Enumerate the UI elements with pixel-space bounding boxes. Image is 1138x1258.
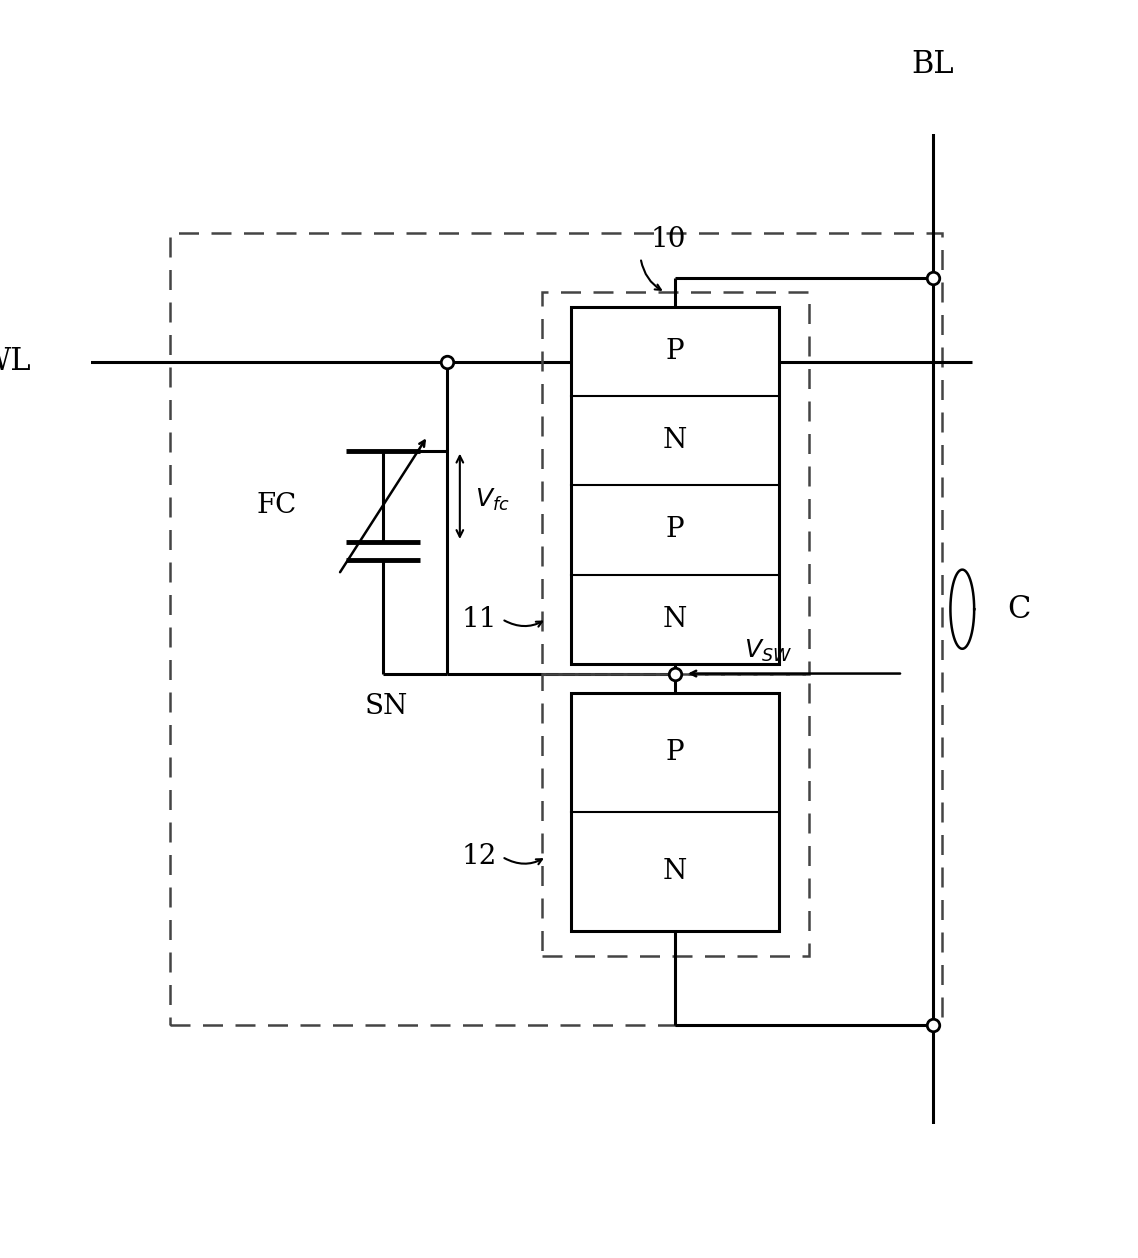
Text: N: N [663, 605, 687, 633]
Text: P: P [666, 517, 684, 543]
Text: $V_{fc}$: $V_{fc}$ [475, 487, 510, 513]
Text: N: N [663, 428, 687, 454]
Text: 12: 12 [462, 843, 497, 871]
Text: WL: WL [0, 346, 32, 377]
Text: $V_{SW}$: $V_{SW}$ [744, 638, 792, 664]
Text: FC: FC [256, 492, 297, 518]
Bar [542, 673, 809, 956]
Bar [171, 233, 942, 1025]
Text: N: N [663, 858, 687, 886]
Text: SN: SN [364, 693, 407, 721]
Bar [542, 292, 809, 673]
Text: BL: BL [912, 49, 954, 79]
Bar [571, 307, 780, 664]
Bar [571, 693, 780, 931]
Text: C: C [1007, 594, 1030, 625]
Text: 11: 11 [462, 605, 497, 633]
Text: 10: 10 [651, 225, 686, 253]
Text: P: P [666, 740, 684, 766]
Text: P: P [666, 338, 684, 365]
